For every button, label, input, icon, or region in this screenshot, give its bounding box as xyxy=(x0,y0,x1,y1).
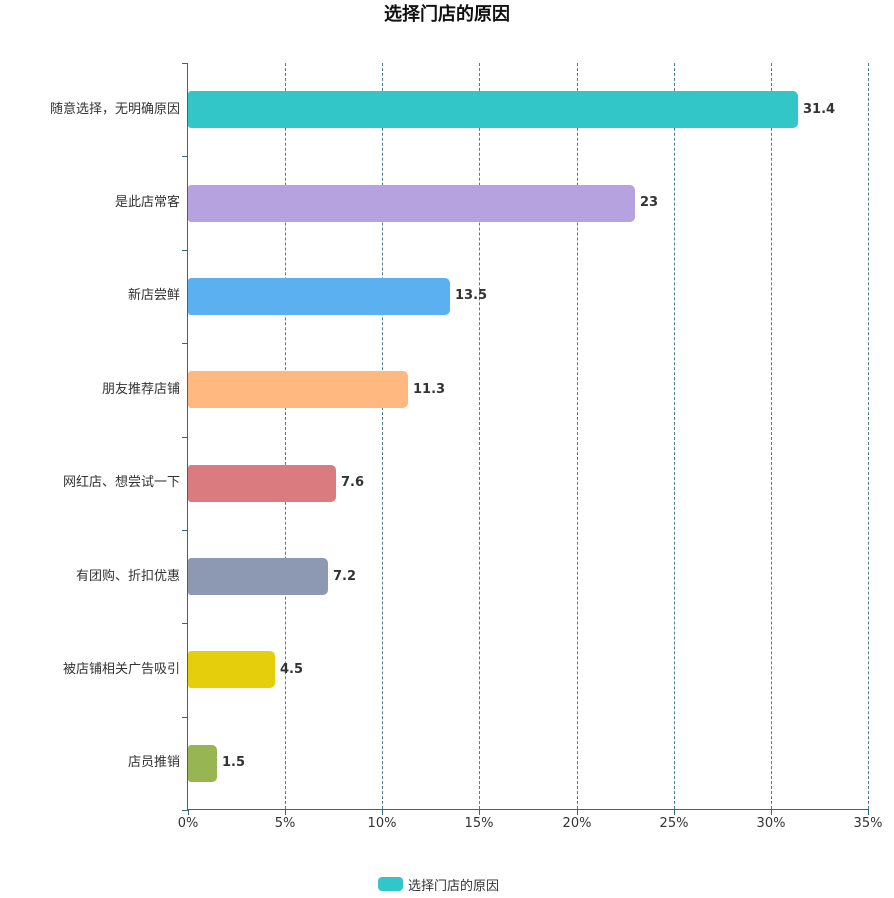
bar[interactable] xyxy=(188,278,450,315)
x-axis-tick-label: 5% xyxy=(274,816,296,831)
category-label: 有团购、折扣优惠 xyxy=(75,569,180,584)
x-axis-tick xyxy=(188,810,189,815)
y-axis-tick xyxy=(182,623,188,624)
category-label: 随意选择，无明确原因 xyxy=(49,102,180,117)
y-axis-tick xyxy=(182,156,188,157)
y-axis-tick xyxy=(182,343,188,344)
category-label: 朋友推荐店铺 xyxy=(101,382,180,397)
bar[interactable] xyxy=(188,91,798,128)
x-axis-tick xyxy=(479,810,480,815)
x-axis-tick xyxy=(285,810,286,815)
gridline xyxy=(479,63,480,809)
y-axis-tick xyxy=(182,717,188,718)
value-label: 31.4 xyxy=(803,102,836,117)
y-axis-tick xyxy=(182,437,188,438)
y-axis-tick xyxy=(182,63,188,64)
value-label: 7.6 xyxy=(341,475,365,490)
x-axis-tick-label: 35% xyxy=(853,816,883,831)
x-axis-tick-label: 10% xyxy=(367,816,397,831)
bar[interactable] xyxy=(188,558,328,595)
value-label: 11.3 xyxy=(413,382,446,397)
category-label: 新店尝鲜 xyxy=(127,288,180,303)
chart-title: 选择门店的原因 xyxy=(384,4,510,25)
x-axis-tick xyxy=(577,810,578,815)
legend-item[interactable]: 选择门店的原因 xyxy=(378,875,500,894)
y-axis-line xyxy=(187,63,188,810)
x-axis-tick xyxy=(674,810,675,815)
x-axis-tick xyxy=(771,810,772,815)
x-axis-tick xyxy=(868,810,869,815)
bar[interactable] xyxy=(188,651,275,688)
gridline xyxy=(868,63,869,809)
x-axis-tick-label: 20% xyxy=(562,816,592,831)
legend-swatch-icon xyxy=(378,877,403,891)
category-label: 店员推销 xyxy=(127,755,180,770)
bar[interactable] xyxy=(188,185,635,222)
value-label: 7.2 xyxy=(333,569,357,584)
category-label: 是此店常客 xyxy=(114,195,180,210)
y-axis-tick xyxy=(182,250,188,251)
x-axis-tick-label: 15% xyxy=(464,816,494,831)
x-axis-tick xyxy=(382,810,383,815)
x-axis-tick-label: 30% xyxy=(756,816,786,831)
bar[interactable] xyxy=(188,465,336,502)
value-label: 23 xyxy=(640,195,659,210)
gridline xyxy=(771,63,772,809)
bar[interactable] xyxy=(188,745,217,782)
legend-label: 选择门店的原因 xyxy=(408,878,500,894)
x-axis-tick-label: 25% xyxy=(659,816,689,831)
value-label: 4.5 xyxy=(280,662,304,677)
value-label: 1.5 xyxy=(222,755,246,770)
y-axis-tick xyxy=(182,530,188,531)
category-label: 网红店、想尝试一下 xyxy=(62,475,180,490)
y-axis-tick xyxy=(182,810,188,811)
x-axis-tick-label: 0% xyxy=(177,816,199,831)
bar[interactable] xyxy=(188,371,408,408)
gridline xyxy=(577,63,578,809)
gridline xyxy=(382,63,383,809)
value-label: 13.5 xyxy=(455,288,488,303)
gridline xyxy=(285,63,286,809)
category-label: 被店铺相关广告吸引 xyxy=(62,662,180,677)
gridline xyxy=(674,63,675,809)
x-axis-line xyxy=(187,809,869,810)
